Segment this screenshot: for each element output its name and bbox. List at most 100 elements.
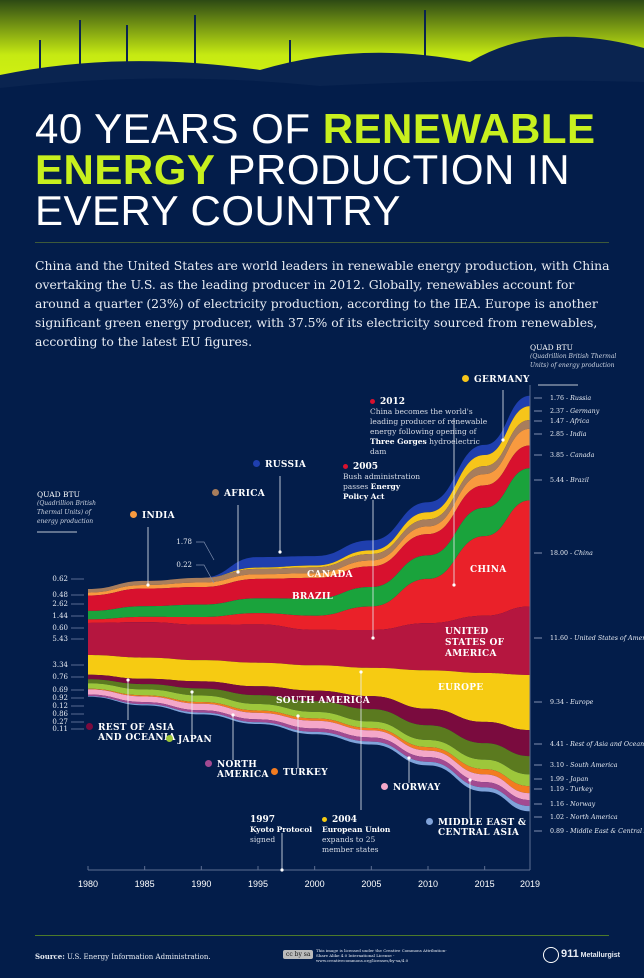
stream-norway — [88, 689, 530, 801]
event-2012: 2012 China becomes the world's leading pr… — [370, 397, 490, 457]
license-text: This image is licensed under the Creativ… — [316, 948, 447, 963]
stream-label-europe: EUROPE — [438, 683, 484, 693]
event-year: 1997 — [250, 815, 276, 825]
callout-norway: NORWAY — [381, 783, 441, 793]
end-label: 18.00 - China — [550, 550, 593, 557]
start-label: 0.69 — [52, 686, 68, 694]
event-2005: 2005 Bush administration passes Energy Po… — [343, 462, 423, 502]
event-year: 2004 — [332, 815, 358, 825]
africa-dot-icon — [212, 489, 219, 496]
callout-marker — [280, 868, 284, 872]
start-label: 1.44 — [52, 612, 68, 620]
title-part: EVERY COUNTRY — [35, 187, 401, 234]
end-label: 3.85 - Canada — [550, 452, 595, 459]
event-2004: 2004 European Union expands to 25 member s… — [322, 815, 397, 855]
start-label: 0.48 — [52, 591, 68, 599]
stream-south-america — [88, 679, 530, 775]
callout-russia: RUSSIA — [253, 460, 306, 470]
end-label: 9.34 - Europe — [550, 699, 594, 706]
x-tick-label: 2010 — [418, 879, 438, 889]
callout-text: AFRICA — [224, 489, 266, 499]
end-label: 1.47 - Africa — [550, 418, 589, 425]
callout-text: NORWAY — [393, 783, 441, 793]
description: China and the United States are world le… — [35, 258, 610, 349]
mid-label: 1.78 — [176, 538, 192, 546]
divider — [35, 242, 609, 243]
footer-divider — [35, 935, 609, 936]
start-label: 2.62 — [52, 600, 68, 608]
callout-marker — [146, 583, 150, 587]
callout-japan: JAPAN — [166, 735, 212, 745]
callout-marker — [371, 636, 375, 640]
wind-turbine-icons — [39, 10, 426, 80]
callout-marker — [126, 678, 130, 682]
brand-globe-icon — [543, 947, 559, 963]
start-label: 0.27 — [52, 718, 68, 726]
end-label: 5.44 - Brazil — [550, 477, 589, 484]
page-title: 40 YEARS OF RENEWABLE ENERGY PRODUCTION … — [35, 108, 635, 234]
source-text: U.S. Energy Information Administration. — [67, 953, 211, 961]
callout-text: REST OF ASIA AND OCEANIA — [98, 723, 176, 743]
brand-number: 911 — [560, 947, 579, 960]
x-tick-label: 2005 — [361, 879, 381, 889]
stream-label-china: CHINA — [470, 565, 507, 575]
event-text: expands to 25 member states — [322, 835, 379, 854]
end-label: 1.19 - Turkey — [550, 786, 593, 793]
stream-united-states-of-america — [88, 606, 530, 675]
event-1997: 1997 Kyoto Protocol signed — [250, 815, 320, 845]
start-label: 3.34 — [52, 661, 68, 669]
end-label: 1.02 - North America — [550, 814, 618, 821]
start-label: 0.92 — [52, 694, 68, 702]
japan-dot-icon — [166, 735, 173, 742]
source-label: Source: — [35, 952, 65, 961]
stream-europe — [88, 655, 530, 731]
callout-marker — [468, 778, 472, 782]
stream-label-brazil: BRAZIL — [292, 592, 333, 602]
callout-turkey: TURKEY — [271, 768, 328, 778]
event-bold: Three Gorges — [370, 437, 427, 446]
callout-marker — [452, 583, 456, 587]
germany-dot-icon — [462, 375, 469, 382]
callout-marker — [501, 438, 505, 442]
title-highlight: ENERGY — [35, 146, 216, 193]
stream-rest-of-asia-and-oceania — [88, 674, 530, 757]
event-text: signed — [250, 835, 276, 844]
unit-label-left: QUAD BTU (Quadrillion British Thermal Uni… — [37, 490, 103, 526]
title-part: PRODUCTION IN — [215, 146, 571, 193]
callout-marker — [236, 570, 240, 574]
event-bold: European Union — [322, 825, 391, 834]
rest-of-asia-dot-icon — [86, 723, 93, 730]
callout-marker — [231, 713, 235, 717]
brand-name: Metallurgist — [580, 951, 620, 959]
source-note: Source: U.S. Energy Information Administ… — [35, 952, 211, 961]
event-bold: Energy Policy Act — [343, 482, 401, 501]
end-label: 11.60 - United States of America — [550, 635, 644, 642]
russia-dot-icon — [253, 460, 260, 467]
mid-label: 0.22 — [176, 561, 192, 569]
india-dot-icon — [130, 511, 137, 518]
start-label: 0.86 — [52, 710, 68, 718]
callout-text: JAPAN — [178, 735, 213, 745]
callout-germany: GERMANY — [462, 375, 530, 385]
stream-label-usa: UNITED STATES OF AMERICA — [445, 627, 505, 659]
start-label: 0.76 — [52, 673, 68, 681]
end-label: 1.76 - Russia — [550, 395, 591, 402]
norway-dot-icon — [381, 783, 388, 790]
event-year: 2012 — [380, 397, 406, 407]
start-label: 5.43 — [52, 635, 68, 643]
cc-license-badge: cc by sa — [283, 950, 314, 959]
callout-marker — [296, 714, 300, 718]
event-bold: Kyoto Protocol — [250, 825, 313, 834]
event-text: Bush administration passes — [343, 472, 421, 491]
stream-japan — [88, 683, 530, 787]
unit-subtitle: (Quadrillion British Thermal Units) of e… — [37, 500, 96, 525]
end-label: 3.10 - South America — [550, 762, 618, 769]
callout-north-america: NORTH AMERICA — [205, 760, 268, 780]
event-text: China becomes the world's leading produc… — [370, 407, 488, 436]
stream-label-south-america: SOUTH AMERICA — [276, 696, 371, 706]
unit-title: QUAD BTU — [37, 490, 80, 499]
start-label: 0.12 — [52, 702, 68, 710]
x-tick-label: 1980 — [78, 879, 98, 889]
end-label: 1.99 - Japan — [550, 776, 588, 783]
